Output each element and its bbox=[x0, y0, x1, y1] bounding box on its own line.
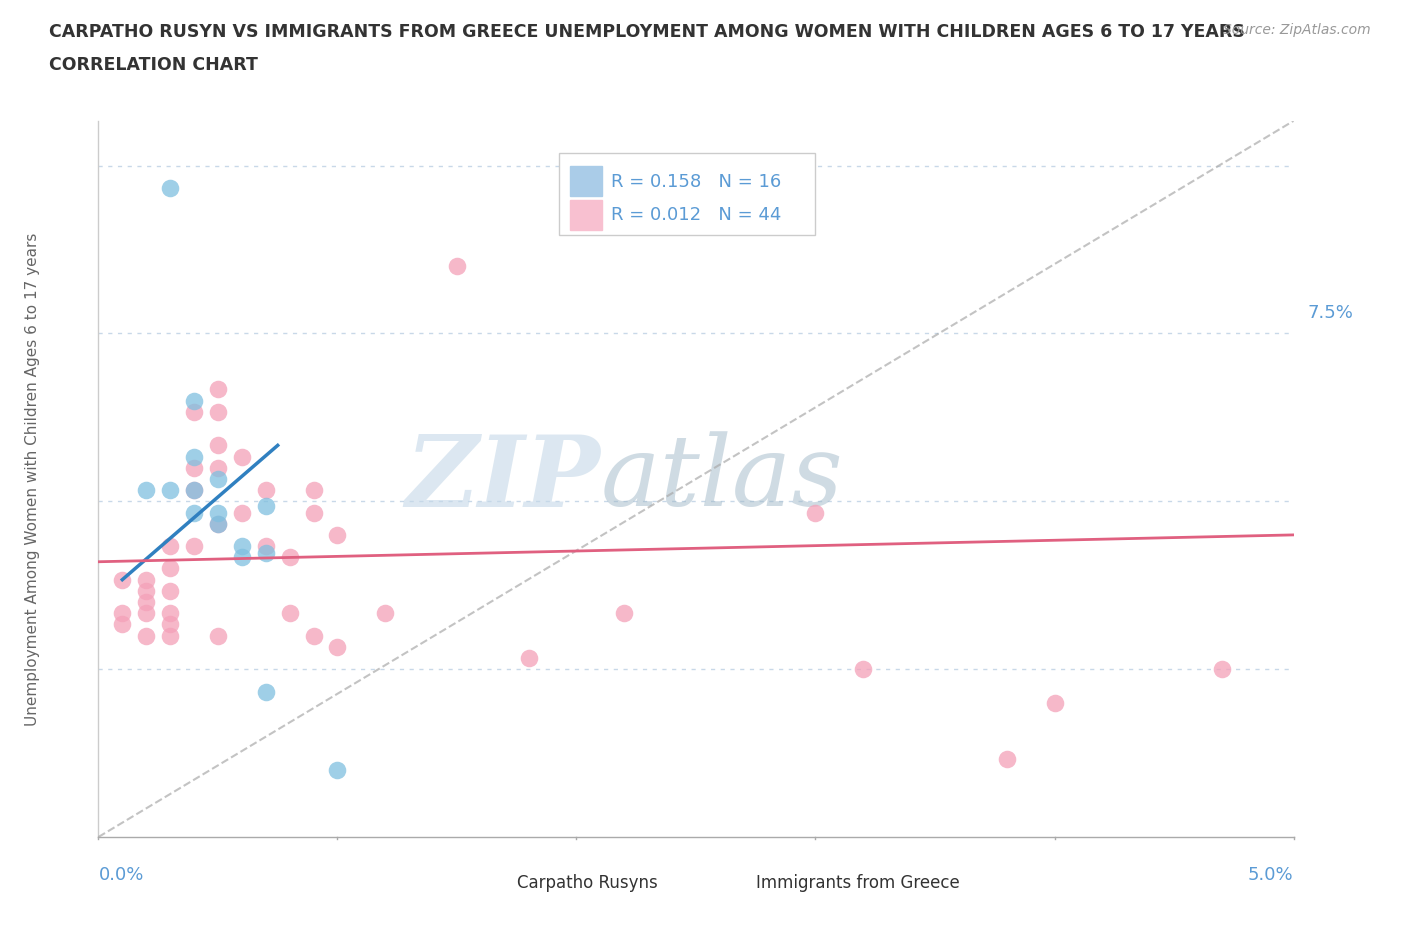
Point bbox=[135, 572, 157, 587]
Point bbox=[159, 180, 181, 195]
Point bbox=[159, 583, 181, 598]
Text: CARPATHO RUSYN VS IMMIGRANTS FROM GREECE UNEMPLOYMENT AMONG WOMEN WITH CHILDREN : CARPATHO RUSYN VS IMMIGRANTS FROM GREECE… bbox=[49, 23, 1246, 41]
Point bbox=[135, 583, 157, 598]
Point bbox=[183, 483, 205, 498]
Point bbox=[207, 516, 229, 531]
Point bbox=[207, 405, 229, 419]
Text: R = 0.012   N = 44: R = 0.012 N = 44 bbox=[612, 206, 782, 224]
Text: Unemployment Among Women with Children Ages 6 to 17 years: Unemployment Among Women with Children A… bbox=[25, 232, 41, 725]
Point bbox=[207, 505, 229, 520]
Point bbox=[183, 483, 205, 498]
Text: 7.5%: 7.5% bbox=[1308, 303, 1354, 322]
Point bbox=[302, 483, 325, 498]
Point bbox=[302, 505, 325, 520]
Text: R = 0.158   N = 16: R = 0.158 N = 16 bbox=[612, 173, 782, 191]
Point bbox=[613, 605, 636, 620]
Point bbox=[111, 572, 134, 587]
Text: 5.0%: 5.0% bbox=[1249, 866, 1294, 884]
Point bbox=[159, 628, 181, 643]
Point bbox=[207, 472, 229, 486]
Point bbox=[135, 628, 157, 643]
Point bbox=[852, 662, 875, 677]
Point bbox=[254, 538, 277, 553]
FancyBboxPatch shape bbox=[717, 870, 748, 897]
Point bbox=[159, 561, 181, 576]
Point bbox=[278, 605, 301, 620]
Point bbox=[231, 449, 253, 464]
Point bbox=[1211, 662, 1233, 677]
Text: Immigrants from Greece: Immigrants from Greece bbox=[756, 874, 959, 892]
Text: atlas: atlas bbox=[600, 432, 844, 526]
Point bbox=[374, 605, 396, 620]
Point bbox=[111, 617, 134, 631]
Point bbox=[446, 259, 468, 273]
Point bbox=[231, 550, 253, 565]
Point bbox=[159, 483, 181, 498]
Point bbox=[231, 505, 253, 520]
Text: CORRELATION CHART: CORRELATION CHART bbox=[49, 56, 259, 73]
Point bbox=[326, 639, 349, 654]
Point bbox=[1043, 696, 1066, 711]
FancyBboxPatch shape bbox=[558, 153, 815, 235]
Point bbox=[159, 617, 181, 631]
Point bbox=[254, 483, 277, 498]
Point bbox=[135, 605, 157, 620]
Point bbox=[207, 438, 229, 453]
Text: ZIP: ZIP bbox=[405, 431, 600, 527]
Point bbox=[207, 382, 229, 397]
FancyBboxPatch shape bbox=[571, 200, 602, 230]
Point bbox=[183, 460, 205, 475]
Point bbox=[111, 605, 134, 620]
Text: Carpatho Rusyns: Carpatho Rusyns bbox=[517, 874, 658, 892]
Point bbox=[159, 605, 181, 620]
Point bbox=[207, 460, 229, 475]
Point bbox=[183, 405, 205, 419]
Point bbox=[517, 651, 540, 666]
Text: Source: ZipAtlas.com: Source: ZipAtlas.com bbox=[1223, 23, 1371, 37]
Point bbox=[135, 594, 157, 609]
Point bbox=[183, 449, 205, 464]
Point bbox=[183, 393, 205, 408]
Point bbox=[207, 516, 229, 531]
Point bbox=[326, 527, 349, 542]
Text: 0.0%: 0.0% bbox=[98, 866, 143, 884]
Point bbox=[326, 763, 349, 777]
Point bbox=[254, 684, 277, 699]
Point bbox=[302, 628, 325, 643]
Point bbox=[207, 628, 229, 643]
Point bbox=[183, 538, 205, 553]
Point bbox=[231, 538, 253, 553]
Point bbox=[159, 538, 181, 553]
Point bbox=[804, 505, 827, 520]
Point bbox=[278, 550, 301, 565]
FancyBboxPatch shape bbox=[478, 870, 509, 897]
Point bbox=[183, 505, 205, 520]
Point bbox=[995, 751, 1018, 766]
Point bbox=[135, 483, 157, 498]
Point bbox=[254, 498, 277, 513]
FancyBboxPatch shape bbox=[571, 166, 602, 196]
Point bbox=[254, 545, 277, 560]
